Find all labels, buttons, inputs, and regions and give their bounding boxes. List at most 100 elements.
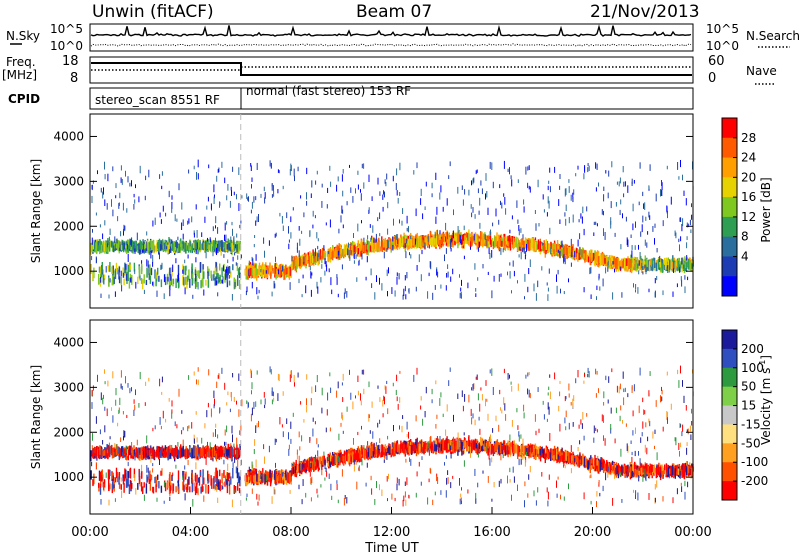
echo-mark — [258, 214, 259, 222]
echo-mark — [238, 203, 240, 211]
echo-mark — [238, 280, 241, 290]
echo-mark — [479, 222, 481, 229]
echo-mark — [359, 244, 362, 252]
cpid-segment-1: stereo_scan 8551 RF — [95, 93, 220, 107]
echo-mark — [446, 198, 448, 206]
freq-label-line1: Freq. — [6, 55, 36, 69]
echo-mark — [236, 263, 239, 271]
echo-mark — [148, 478, 150, 484]
velocity-scatter — [90, 365, 694, 508]
echo-mark — [594, 250, 596, 258]
echo-mark — [290, 216, 292, 223]
echo-mark — [191, 216, 193, 223]
echo-mark — [461, 185, 463, 190]
echo-mark — [175, 278, 177, 288]
echo-mark — [266, 270, 269, 278]
echo-mark — [189, 241, 191, 247]
echo-mark — [263, 237, 265, 244]
echo-mark — [436, 229, 438, 235]
echo-mark — [192, 479, 194, 486]
echo-mark — [367, 235, 369, 240]
echo-mark — [234, 252, 236, 256]
echo-mark — [681, 224, 683, 232]
echo-mark — [114, 268, 117, 280]
colorbar-tick-label: 4 — [741, 249, 749, 263]
echo-mark — [205, 279, 207, 286]
echo-mark — [379, 277, 380, 285]
echo-mark — [90, 244, 92, 255]
echo-mark — [296, 242, 298, 250]
echo-mark — [224, 177, 226, 184]
echo-mark — [281, 216, 283, 224]
echo-mark — [248, 260, 250, 266]
echo-mark — [172, 243, 174, 250]
echo-mark — [429, 261, 431, 268]
echo-mark — [687, 276, 689, 281]
echo-mark — [635, 284, 637, 290]
echo-mark — [188, 218, 190, 224]
echo-mark — [276, 268, 278, 275]
echo-mark — [626, 258, 628, 266]
echo-mark — [130, 278, 132, 282]
echo-mark — [584, 166, 585, 172]
echo-mark — [604, 258, 606, 264]
echo-mark — [554, 243, 556, 255]
echo-mark — [288, 226, 289, 234]
echo-mark — [501, 202, 503, 209]
echo-mark — [638, 270, 640, 275]
echo-mark — [239, 224, 241, 229]
echo-mark — [200, 486, 202, 494]
echo-mark — [104, 199, 106, 206]
echo-mark — [682, 467, 685, 477]
echo-mark — [188, 476, 190, 485]
echo-mark — [295, 257, 297, 264]
echo-mark — [564, 212, 566, 217]
echo-mark — [163, 293, 165, 299]
power-scatter — [90, 159, 694, 301]
echo-mark — [474, 232, 477, 243]
echo-mark — [285, 264, 287, 275]
echo-mark — [337, 245, 339, 255]
echo-mark — [256, 287, 258, 295]
echo-mark — [274, 471, 276, 481]
echo-mark — [687, 223, 689, 228]
echo-mark — [270, 162, 272, 169]
echo-mark — [412, 235, 414, 246]
echo-mark — [200, 243, 202, 250]
echo-mark — [315, 252, 318, 263]
echo-mark — [341, 264, 343, 270]
echo-mark — [138, 243, 140, 251]
echo-mark — [654, 290, 656, 298]
echo-mark — [143, 274, 145, 284]
echo-mark — [519, 246, 521, 251]
echo-mark — [394, 290, 396, 297]
echo-mark — [182, 219, 184, 226]
echo-mark — [404, 285, 406, 292]
echo-mark — [667, 265, 669, 273]
echo-mark — [543, 209, 545, 213]
echo-mark — [240, 220, 242, 224]
echo-mark — [449, 235, 451, 242]
echo-mark — [428, 244, 430, 249]
echo-mark — [168, 190, 170, 198]
echo-mark — [298, 250, 300, 257]
echo-mark — [271, 184, 273, 191]
echo-mark — [158, 275, 160, 282]
echo-mark — [230, 186, 232, 191]
echo-mark — [638, 201, 640, 206]
echo-mark — [330, 277, 332, 286]
echo-mark — [484, 234, 486, 240]
echo-mark — [108, 277, 110, 287]
echo-mark — [207, 237, 208, 242]
echo-mark — [120, 270, 122, 277]
echo-mark — [440, 185, 442, 193]
echo-mark — [668, 467, 670, 477]
echo-mark — [317, 245, 319, 250]
echo-mark — [229, 247, 231, 252]
echo-mark — [491, 250, 493, 258]
echo-mark — [107, 173, 109, 182]
echo-mark — [549, 167, 551, 173]
echo-mark — [639, 162, 641, 169]
echo-mark — [512, 260, 514, 267]
echo-mark — [593, 232, 595, 236]
